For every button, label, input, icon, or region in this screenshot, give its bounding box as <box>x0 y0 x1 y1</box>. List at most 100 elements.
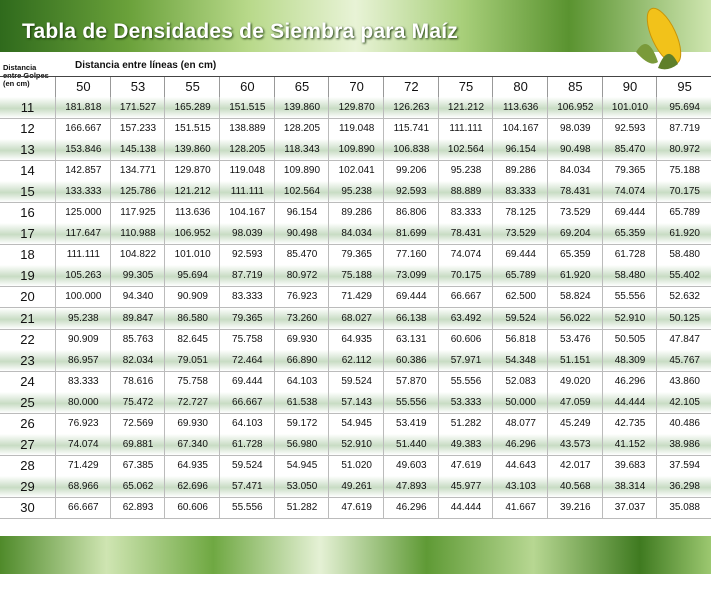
cell: 94.340 <box>109 286 166 308</box>
cell: 38.986 <box>656 433 711 455</box>
column-label: 72 <box>383 77 439 97</box>
cell: 151.515 <box>164 118 220 140</box>
cell: 80.972 <box>273 265 330 287</box>
cell: 85.470 <box>601 139 658 161</box>
cell: 65.359 <box>547 244 603 266</box>
cell: 68.966 <box>55 475 111 497</box>
cell: 67.340 <box>164 433 220 455</box>
cell: 64.103 <box>219 412 275 434</box>
cell: 55.556 <box>437 370 494 392</box>
cell: 64.935 <box>328 328 384 350</box>
cell: 74.074 <box>437 244 494 266</box>
table-row: 25 80.000 75.472 72.727 66.667 61.538 57.143 55… <box>0 391 711 414</box>
cell: 90.498 <box>273 223 330 245</box>
table-row: 30 66.667 62.893 60.606 55.556 51.282 47.619 46… <box>0 496 711 519</box>
title: Tabla de Densidades de Siembra para Maíz <box>22 20 458 43</box>
cell: 171.527 <box>109 97 166 118</box>
cell: 43.860 <box>656 370 711 392</box>
cell: 50.000 <box>492 391 548 413</box>
cell: 105.263 <box>55 265 111 287</box>
cell: 41.667 <box>492 496 548 518</box>
row-label: 17 <box>20 226 35 242</box>
cell: 70.175 <box>656 181 711 203</box>
row-label: 16 <box>20 205 35 221</box>
cell: 99.305 <box>109 265 166 287</box>
cell: 83.333 <box>219 286 275 308</box>
column-label: 80 <box>492 77 548 97</box>
table-row: 26 76.923 72.569 69.930 64.103 59.172 54.945 53… <box>0 412 711 435</box>
cell: 57.471 <box>219 475 275 497</box>
cell: 62.112 <box>328 349 384 371</box>
cell: 59.524 <box>328 370 384 392</box>
cell: 96.154 <box>492 139 548 161</box>
cell: 113.636 <box>492 97 548 118</box>
cell: 69.204 <box>547 223 603 245</box>
cell: 86.580 <box>164 307 220 329</box>
column-label: 90 <box>601 77 658 97</box>
table-row: 20 100.000 94.340 90.909 83.333 76.923 71.429 6… <box>0 286 711 309</box>
row-label: 27 <box>20 436 35 452</box>
cell: 61.920 <box>547 265 603 287</box>
cell: 52.083 <box>492 370 548 392</box>
cell: 62.500 <box>492 286 548 308</box>
cell: 134.771 <box>109 160 166 182</box>
cell: 165.289 <box>164 97 220 118</box>
cell: 72.569 <box>109 412 166 434</box>
cell: 51.282 <box>437 412 494 434</box>
cell: 157.233 <box>109 118 166 140</box>
cell: 39.216 <box>547 496 603 518</box>
cell: 115.741 <box>383 118 439 140</box>
cell: 80.000 <box>55 391 111 413</box>
cell: 51.151 <box>547 349 603 371</box>
cell: 54.348 <box>492 349 548 371</box>
cell: 65.359 <box>601 223 658 245</box>
cell: 133.333 <box>55 181 111 203</box>
cell: 106.952 <box>164 223 220 245</box>
cell: 110.988 <box>109 223 166 245</box>
cell: 56.980 <box>273 433 330 455</box>
cell: 89.286 <box>492 160 548 182</box>
cell: 74.074 <box>601 181 658 203</box>
cell: 139.860 <box>164 139 220 161</box>
cell: 87.719 <box>656 118 711 140</box>
cell: 40.486 <box>656 412 711 434</box>
cell: 58.824 <box>547 286 603 308</box>
cell: 78.125 <box>492 202 548 224</box>
table-row: 14 142.857 134.771 129.870 119.048 109.890 102… <box>0 160 711 183</box>
header-row: 50 53 55 60 65 70 72 75 80 85 90 95 <box>0 76 711 98</box>
cell: 67.385 <box>109 454 166 476</box>
cell: 53.050 <box>273 475 330 497</box>
table-row: 19 105.263 99.305 95.694 87.719 80.972 75.188 7… <box>0 265 711 288</box>
header-banner <box>0 0 711 52</box>
cell: 59.524 <box>219 454 275 476</box>
cell: 58.480 <box>656 244 711 266</box>
cell: 46.296 <box>383 496 439 518</box>
cell: 145.138 <box>109 139 166 161</box>
cell: 66.890 <box>273 349 330 371</box>
cell: 119.048 <box>328 118 384 140</box>
cell: 52.632 <box>656 286 711 308</box>
cell: 53.476 <box>547 328 603 350</box>
cell: 51.282 <box>273 496 330 518</box>
cell: 71.429 <box>55 454 111 476</box>
cell: 117.925 <box>109 202 166 224</box>
row-label: 29 <box>20 478 35 494</box>
row-label: 14 <box>20 163 35 179</box>
column-label: 60 <box>219 77 275 97</box>
cell: 66.667 <box>219 391 275 413</box>
cell: 61.920 <box>656 223 711 245</box>
cell: 73.529 <box>547 202 603 224</box>
cell: 58.480 <box>601 265 658 287</box>
cell: 75.188 <box>656 160 711 182</box>
cell: 47.059 <box>547 391 603 413</box>
cell: 36.298 <box>656 475 711 497</box>
cell: 61.538 <box>273 391 330 413</box>
row-label: 15 <box>20 184 35 200</box>
cell: 47.619 <box>328 496 384 518</box>
cell: 98.039 <box>547 118 603 140</box>
row-label: 20 <box>20 289 35 305</box>
cell: 63.131 <box>383 328 439 350</box>
cell: 109.890 <box>328 139 384 161</box>
column-label: 50 <box>55 77 111 97</box>
cell: 85.763 <box>109 328 166 350</box>
